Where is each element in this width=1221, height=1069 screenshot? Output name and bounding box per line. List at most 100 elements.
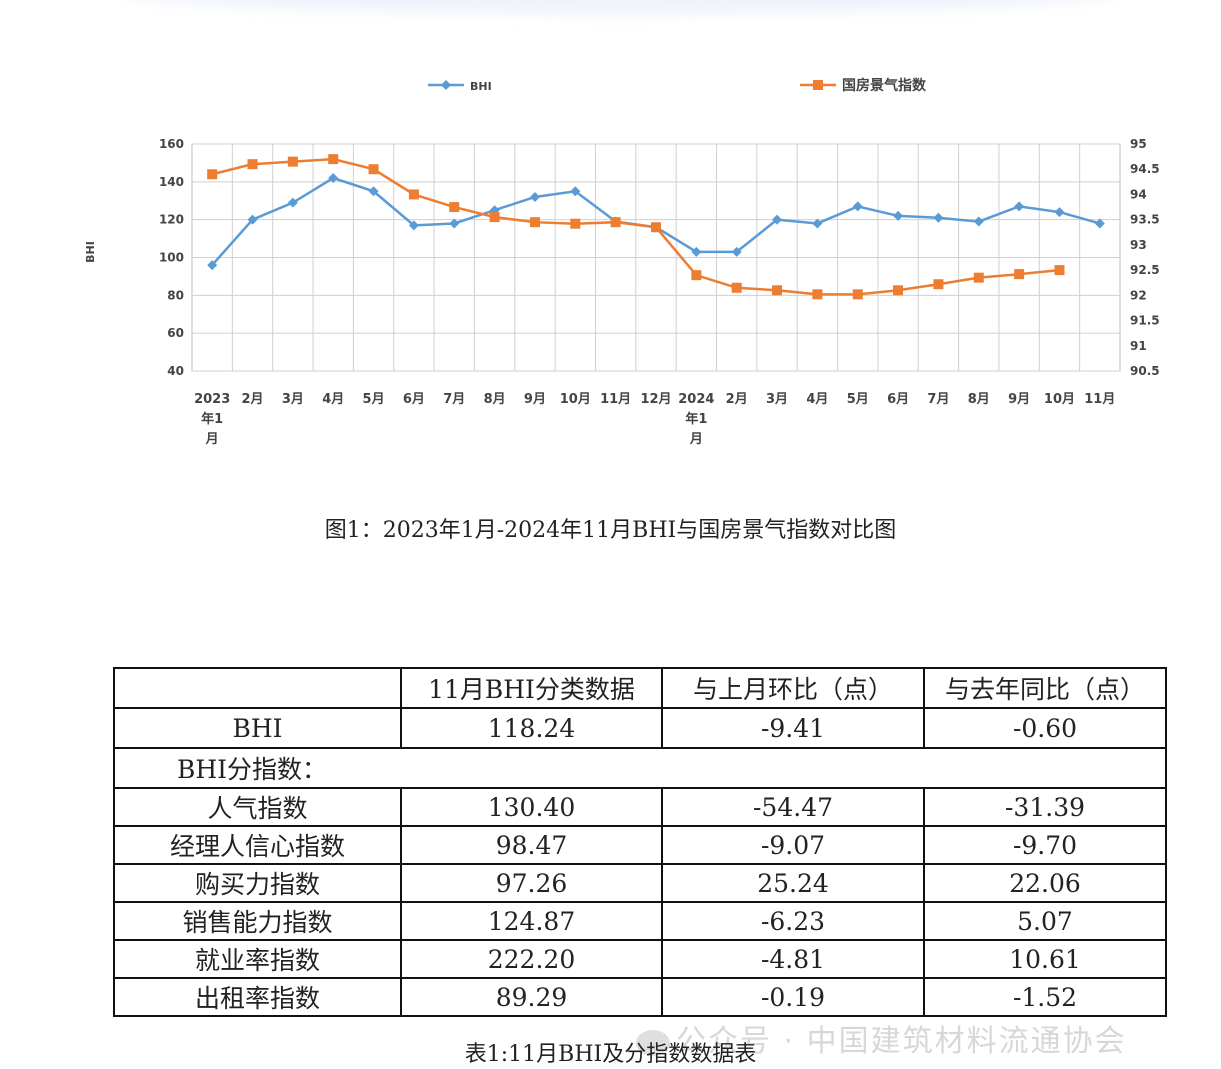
table-cell: -0.19 — [661, 977, 925, 1017]
y-tick-label: 40 — [167, 364, 184, 378]
x-tick-label: 2月 — [726, 392, 748, 407]
y-tick-label: 80 — [167, 288, 184, 302]
data-point-bhi — [328, 173, 339, 184]
table-cell: -54.47 — [661, 787, 925, 827]
y2-tick-label: 93.5 — [1130, 213, 1160, 227]
x-tick-label: 月 — [689, 432, 703, 447]
x-tick-label: 6月 — [887, 392, 909, 407]
data-point-guofang — [368, 164, 379, 175]
y2-tick-label: 93 — [1130, 238, 1147, 252]
series-line-bhi — [211, 176, 1101, 266]
table-caption: 表1:11月BHI及分指数数据表 — [464, 1042, 757, 1067]
x-tick-label: 7月 — [927, 392, 949, 407]
data-point-guofang — [772, 285, 783, 296]
data-point-guofang — [1014, 269, 1025, 280]
y2-tick-label: 92.5 — [1130, 263, 1160, 277]
table-cell: -6.23 — [661, 901, 925, 941]
table-cell: -31.39 — [923, 787, 1167, 827]
data-point-bhi — [691, 246, 702, 257]
table-row: 经理人信心指数 98.47 -9.07 -9.70 — [113, 825, 1167, 865]
table-cell: 销售能力指数 — [113, 901, 402, 941]
y-axis-title: BHI — [84, 241, 97, 263]
watermark: 公众号 · 中国建筑材料流通协会 — [636, 1016, 1127, 1060]
figure-caption: 图1：2023年1月-2024年11月BHI与国房景气指数对比图 — [324, 518, 897, 543]
table-cell: 购买力指数 — [113, 863, 402, 903]
table-cell: -0.60 — [923, 707, 1167, 749]
data-point-guofang — [1054, 265, 1065, 276]
x-tick-label: 2月 — [241, 392, 263, 407]
x-tick-label: 月 — [205, 432, 219, 447]
table-cell: 10.61 — [923, 939, 1167, 979]
data-point-guofang — [328, 154, 339, 165]
watermark-text: 公众号 · 中国建筑材料流通协会 — [676, 1024, 1127, 1059]
x-tick-label: 11月 — [600, 392, 631, 407]
x-tick-label: 9月 — [524, 392, 546, 407]
data-point-bhi — [731, 246, 742, 257]
data-point-guofang — [449, 202, 460, 213]
data-point-bhi — [1094, 218, 1105, 229]
top-banner-edge — [120, 0, 1120, 14]
data-point-bhi — [247, 214, 258, 225]
legend-marker — [441, 80, 451, 90]
data-point-guofang — [933, 279, 944, 290]
table-cell: BHI — [113, 707, 402, 749]
data-point-bhi — [570, 186, 581, 197]
legend-marker — [813, 80, 823, 90]
x-tick-label: 5月 — [847, 392, 869, 407]
data-point-guofang — [651, 222, 661, 233]
x-tick-label: 8月 — [968, 392, 990, 407]
bhi-data-table: 11月BHI分类数据 与上月环比（点） 与去年同比（点） BHI 118.24 … — [113, 667, 1167, 1017]
data-point-guofang — [731, 282, 742, 293]
data-point-bhi — [933, 212, 944, 223]
x-tick-label: 4月 — [322, 392, 344, 407]
x-tick-label: 10月 — [560, 392, 591, 407]
wechat-icon — [636, 1029, 670, 1056]
x-tick-label: 11月 — [1084, 392, 1115, 407]
data-point-guofang — [973, 272, 984, 283]
y2-tick-label: 90.5 — [1130, 364, 1160, 378]
table-row-subheading: BHI分指数： — [113, 747, 1167, 789]
data-point-bhi — [368, 186, 379, 197]
x-tick-label: 3月 — [766, 392, 788, 407]
table-cell: 人气指数 — [113, 787, 402, 827]
table-cell: 98.47 — [400, 825, 663, 865]
x-tick-label: 2023 — [194, 392, 230, 407]
data-point-guofang — [529, 217, 540, 228]
table-row: 购买力指数 97.26 25.24 22.06 — [113, 863, 1167, 903]
y2-tick-label: 94.5 — [1130, 162, 1160, 176]
x-tick-label: 9月 — [1008, 392, 1030, 407]
table-header-cell: 11月BHI分类数据 — [400, 667, 663, 709]
table-row: 销售能力指数 124.87 -6.23 5.07 — [113, 901, 1167, 941]
bhi-comparison-chart: 40 60 80 100 120 140 160 90.5 91 91.5 92 92.5 93 93.5… — [84, 77, 1160, 447]
data-point-bhi — [852, 201, 863, 212]
data-point-bhi — [893, 210, 904, 221]
data-point-guofang — [570, 218, 581, 229]
data-point-bhi — [1054, 207, 1065, 218]
table-cell: 就业率指数 — [113, 939, 402, 979]
y2-tick-label: 91.5 — [1130, 314, 1160, 328]
legend-label: 国房景气指数 — [842, 77, 927, 94]
data-point-bhi — [772, 214, 783, 225]
table-cell: -1.52 — [923, 977, 1167, 1017]
data-point-bhi — [812, 218, 823, 229]
table-cell: 124.87 — [400, 901, 663, 941]
x-tick-label: 年1 — [201, 411, 223, 427]
x-tick-label: 7月 — [443, 392, 465, 407]
data-point-guofang — [610, 217, 621, 228]
y2-tick-label: 94 — [1130, 187, 1147, 201]
table-header-cell — [113, 667, 402, 709]
y-tick-label: 120 — [159, 213, 184, 227]
y-tick-label: 60 — [167, 326, 184, 340]
data-point-guofang — [247, 159, 258, 170]
x-tick-label: 2024 — [678, 392, 714, 407]
table-row: 出租率指数 89.29 -0.19 -1.52 — [113, 977, 1167, 1017]
table-cell: 222.20 — [400, 939, 663, 979]
y2-tick-label: 92 — [1130, 288, 1147, 302]
y-tick-label: 160 — [159, 137, 184, 151]
table-row-bhi: BHI 118.24 -9.41 -0.60 — [113, 707, 1167, 749]
data-point-bhi — [1014, 201, 1025, 212]
table-cell: -9.07 — [661, 825, 925, 865]
table-cell: -9.41 — [661, 707, 925, 749]
data-point-guofang — [207, 169, 218, 180]
table-cell: -9.70 — [923, 825, 1167, 865]
